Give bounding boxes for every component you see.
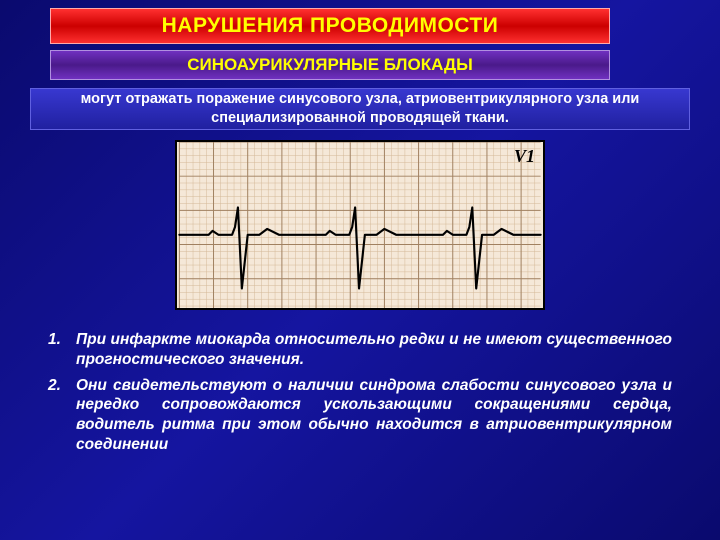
list-item-number: 1. (48, 330, 76, 370)
list-item-text: При инфаркте миокарда относительно редки… (76, 330, 672, 370)
ecg-svg (177, 142, 543, 308)
ecg-chart: V1 (175, 140, 545, 310)
list-item-number: 2. (48, 376, 76, 455)
subtitle: СИНОАУРИКУЛЯРНЫЕ БЛОКАДЫ (50, 50, 610, 80)
ecg-lead-label: V1 (514, 146, 535, 167)
notes-list: 1. При инфаркте миокарда относительно ре… (48, 330, 672, 461)
main-title: НАРУШЕНИЯ ПРОВОДИМОСТИ (50, 8, 610, 44)
list-item: 2. Они свидетельствуют о наличии синдром… (48, 376, 672, 455)
description-box: могут отражать поражение синусового узла… (30, 88, 690, 130)
list-item-text: Они свидетельствуют о наличии синдрома с… (76, 376, 672, 455)
list-item: 1. При инфаркте миокарда относительно ре… (48, 330, 672, 370)
